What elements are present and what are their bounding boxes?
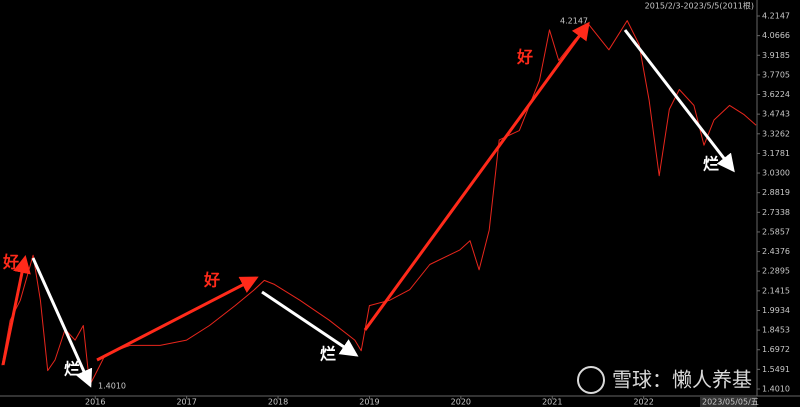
high-label: 4.2147 [560,17,588,26]
x-tick-label: 2017 [176,398,196,407]
y-tick-label: 3.6224 [762,90,790,99]
y-tick-label: 4.0666 [762,31,790,40]
y-tick-label: 2.5857 [762,227,790,236]
y-tick-label: 1.8453 [762,326,790,335]
low-label: 1.4010 [98,382,126,391]
annotation-label: 烂 [703,155,719,174]
y-tick-label: 1.4010 [762,385,790,394]
date-box [700,397,757,407]
arrow [261,290,359,357]
y-tick-label: 2.2895 [762,267,790,276]
x-tick-label: 2019 [359,398,379,407]
arrows [1,21,735,388]
annotation-label: 好 [203,271,220,290]
x-tick-label: 2018 [268,398,288,407]
watermark-logo [577,366,605,394]
y-tick-label: 2.4376 [762,247,790,256]
arrow [31,257,93,388]
y-tick-label: 3.7705 [762,70,790,79]
arrow [623,29,735,173]
x-tick-label: 2016 [85,398,105,407]
watermark: 雪球：懒人养基 [612,368,752,392]
y-tick-label: 3.3262 [762,129,790,138]
x-tick-label: 2021 [542,398,562,407]
date-label: 2023/05/05/五 [702,398,759,407]
y-tick-label: 3.4743 [762,110,790,119]
y-tick-label: 1.5491 [762,365,790,374]
y-tick-label: 3.0300 [762,169,790,178]
x-tick-label: 2020 [451,398,471,407]
y-tick-label: 4.2147 [762,12,790,21]
arrow [1,255,31,366]
annotation-label: 烂 [64,360,80,379]
y-tick-label: 2.1415 [762,286,790,295]
annotation-label: 好 [2,253,19,272]
y-tick-label: 2.8819 [762,188,790,197]
annotation-label: 烂 [320,345,336,364]
y-tick-label: 2.7338 [762,208,790,217]
arrow [363,21,590,331]
annotation-label: 好 [516,48,533,67]
plot [1,20,757,386]
x-tick-label: 2022 [633,398,653,407]
y-tick-label: 3.1781 [762,149,790,158]
range-label: 2015/2/3-2023/5/5(2011根) [645,1,754,11]
price-line [1,20,757,386]
arrow [96,276,259,362]
y-tick-label: 3.9185 [762,51,790,60]
y-tick-label: 1.6972 [762,345,790,354]
y-tick-label: 1.9934 [762,306,790,315]
